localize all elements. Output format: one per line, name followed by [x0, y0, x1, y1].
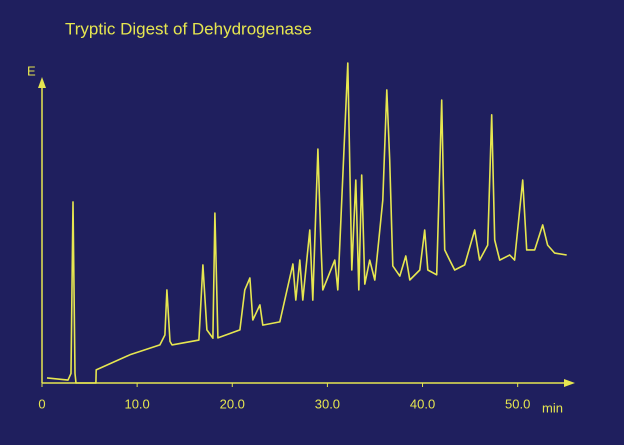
y-axis-arrow	[38, 77, 46, 88]
x-axis-arrow	[564, 379, 575, 387]
x-tick-label: 0	[38, 396, 45, 411]
x-axis-label: min	[542, 400, 563, 415]
x-tick-label: 30.0	[315, 396, 340, 411]
x-tick-label: 50.0	[505, 396, 530, 411]
y-axis-label: E	[27, 63, 36, 78]
chromatogram-trace	[46, 62, 567, 384]
x-tick-label: 20.0	[220, 396, 245, 411]
x-tick-label: 40.0	[410, 396, 435, 411]
x-tick-label: 10.0	[124, 396, 149, 411]
chart-title: Tryptic Digest of Dehydrogenase	[65, 19, 312, 38]
